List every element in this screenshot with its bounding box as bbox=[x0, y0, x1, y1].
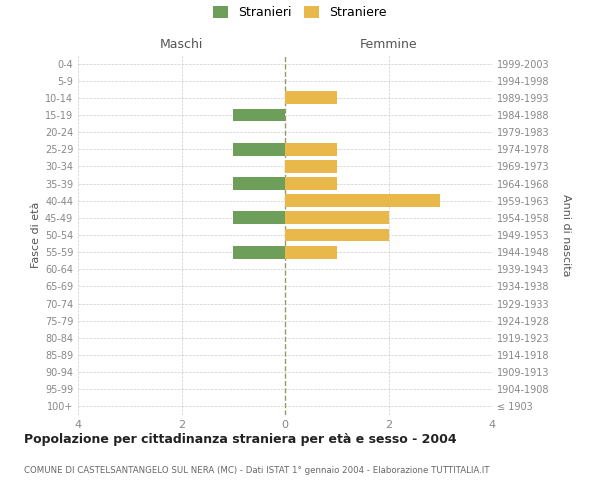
Text: Popolazione per cittadinanza straniera per età e sesso - 2004: Popolazione per cittadinanza straniera p… bbox=[24, 432, 457, 446]
Y-axis label: Anni di nascita: Anni di nascita bbox=[561, 194, 571, 276]
Bar bbox=[233, 246, 285, 258]
Bar bbox=[285, 177, 337, 190]
Legend: Stranieri, Straniere: Stranieri, Straniere bbox=[213, 6, 387, 19]
Text: Femmine: Femmine bbox=[359, 38, 418, 52]
Bar bbox=[233, 108, 285, 122]
Bar bbox=[285, 194, 440, 207]
Y-axis label: Fasce di età: Fasce di età bbox=[31, 202, 41, 268]
Bar bbox=[285, 212, 389, 224]
Bar bbox=[285, 228, 389, 241]
Bar bbox=[285, 246, 337, 258]
Text: COMUNE DI CASTELSANTANGELO SUL NERA (MC) - Dati ISTAT 1° gennaio 2004 - Elaboraz: COMUNE DI CASTELSANTANGELO SUL NERA (MC)… bbox=[24, 466, 490, 475]
Bar bbox=[285, 143, 337, 156]
Bar bbox=[233, 177, 285, 190]
Bar bbox=[233, 143, 285, 156]
Text: Maschi: Maschi bbox=[160, 38, 203, 52]
Bar bbox=[285, 92, 337, 104]
Bar bbox=[285, 160, 337, 173]
Bar bbox=[233, 212, 285, 224]
